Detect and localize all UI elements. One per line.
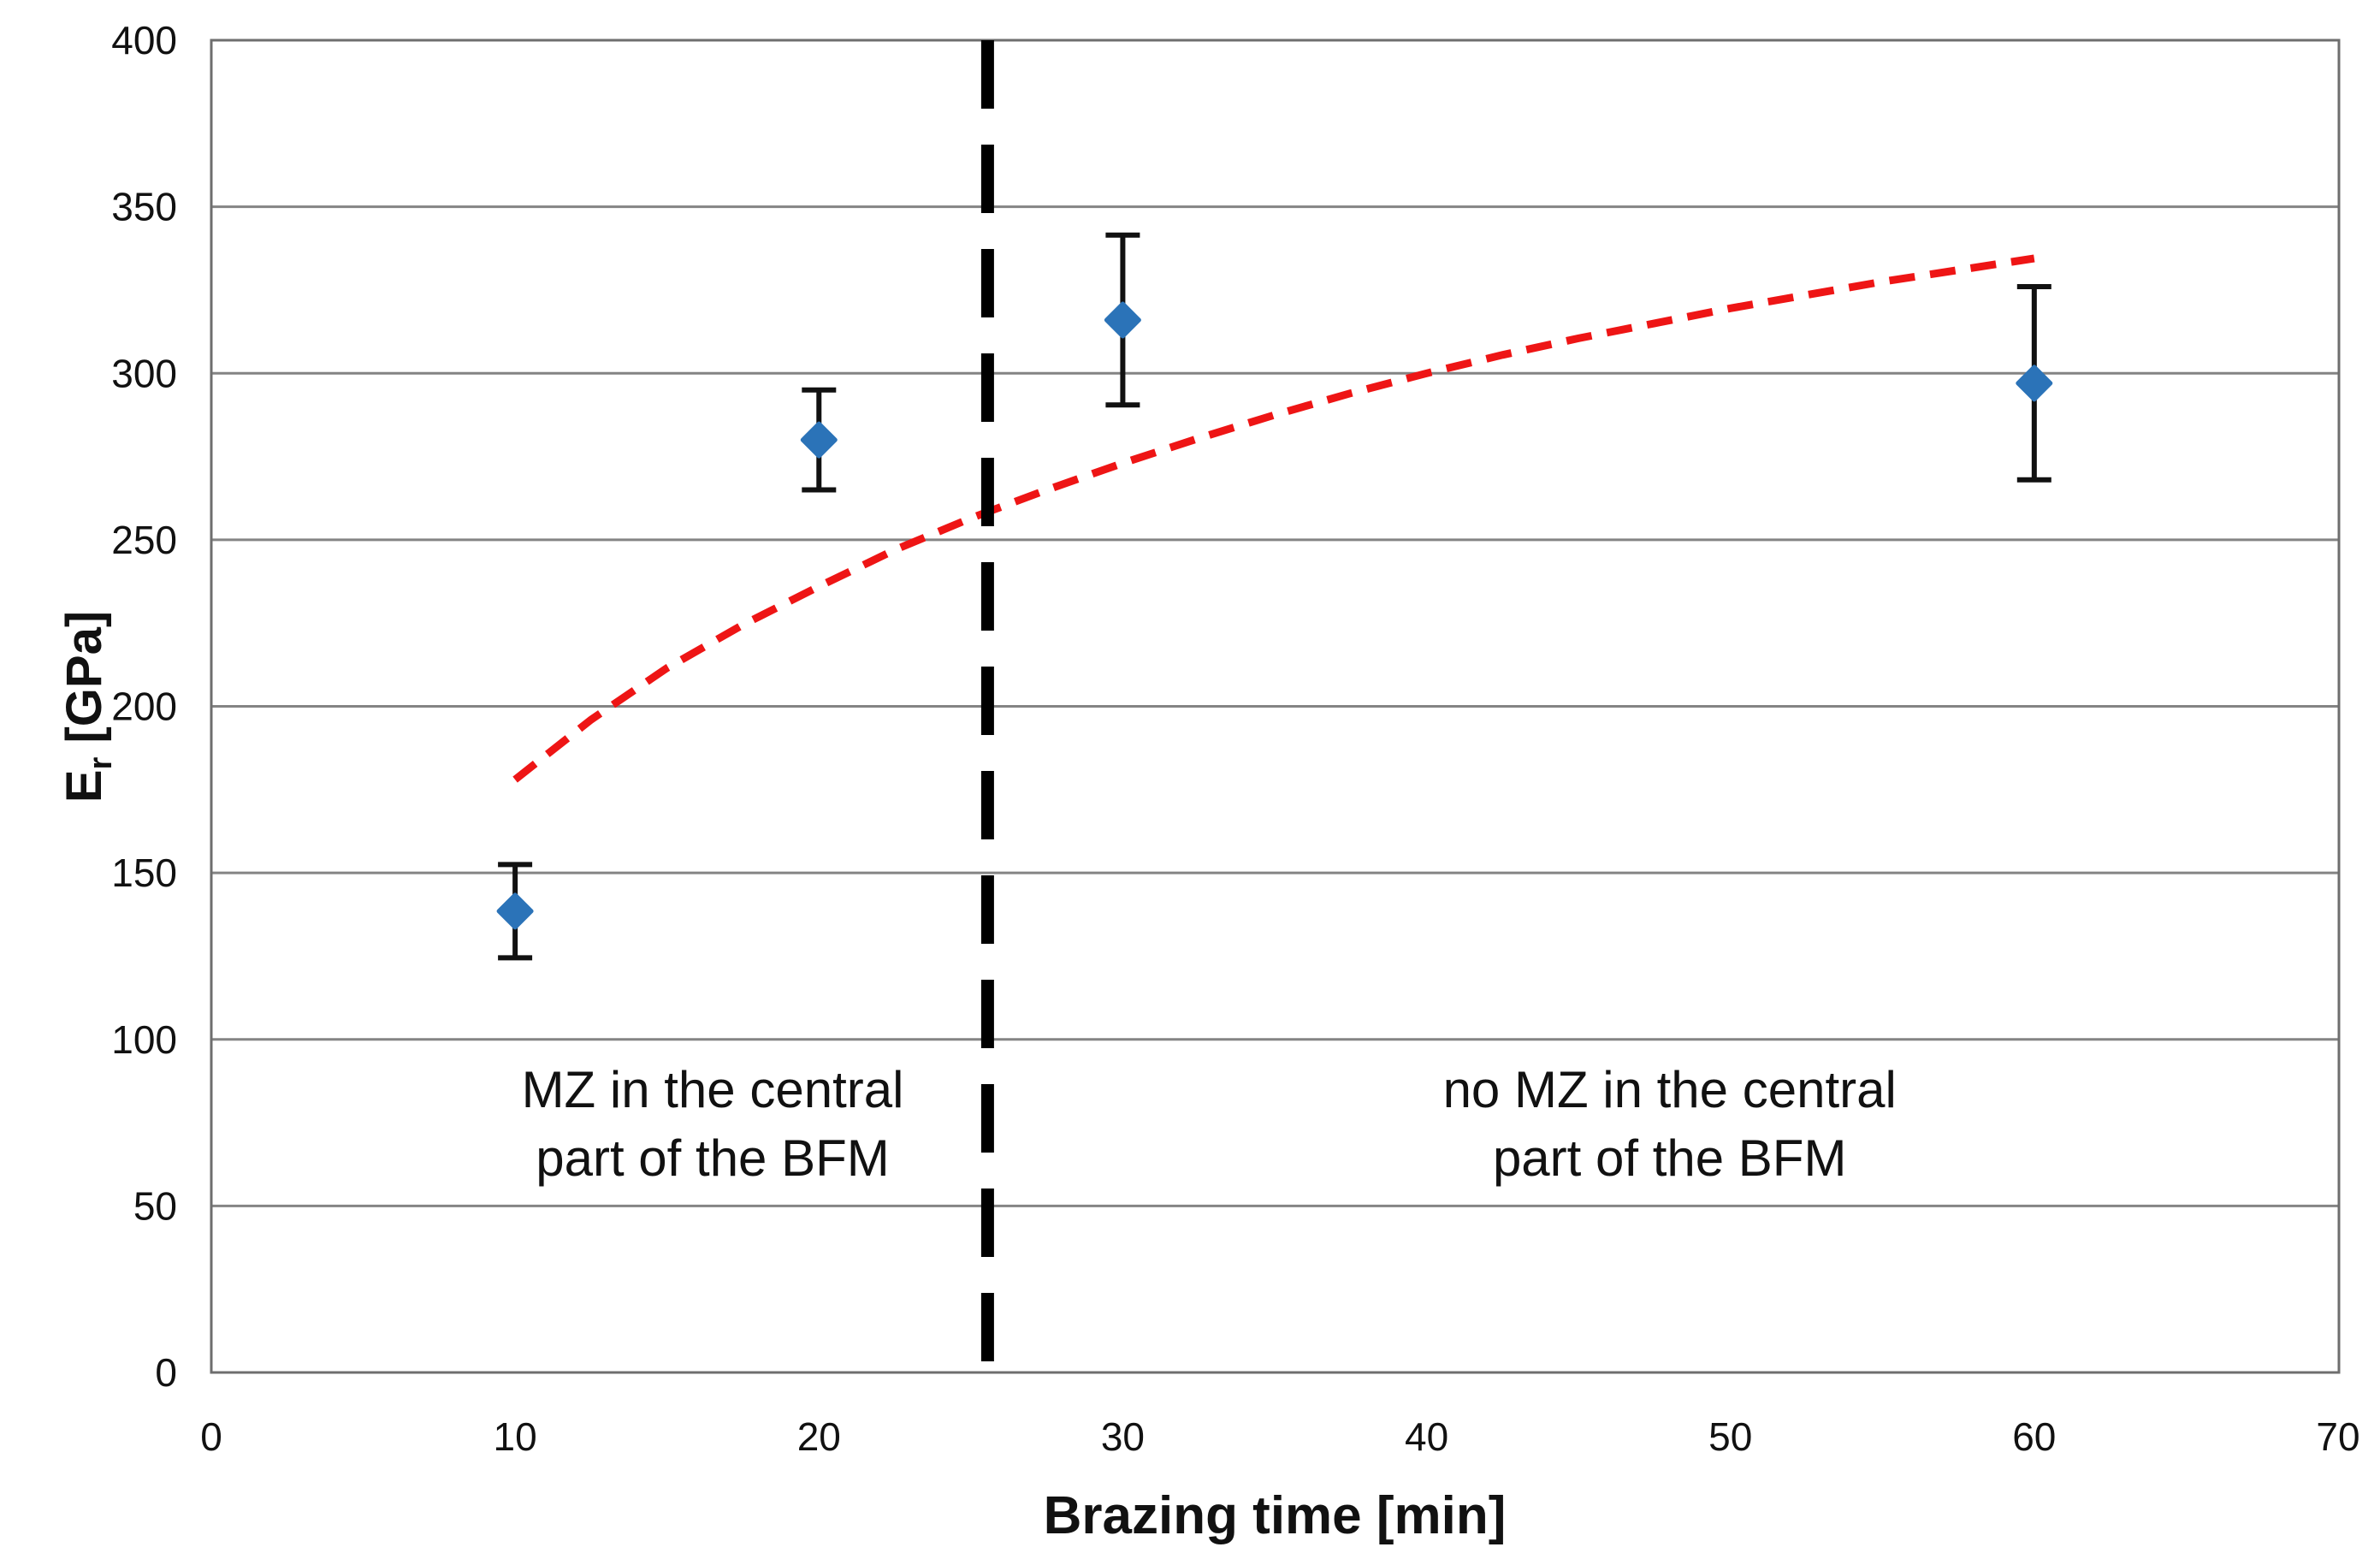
- trendline-path: [512, 254, 2035, 783]
- y-axis-title-unit: [GPa]: [56, 611, 112, 757]
- x-tick-label: 10: [494, 1414, 537, 1459]
- y-axis-tick-labels: 400 350 300 250 200 150 100 50 0: [111, 18, 177, 1395]
- data-point-marker: [1104, 301, 1141, 339]
- data-point-marker: [2016, 365, 2053, 402]
- y-tick-label: 350: [111, 185, 177, 229]
- y-tick-label: 50: [133, 1183, 177, 1228]
- y-axis-title-symbol: E: [56, 769, 112, 803]
- annotations-group: MZ in the central part of the BFM no MZ in…: [522, 1061, 1897, 1187]
- annotation-text: MZ in the central: [522, 1061, 904, 1118]
- trendline-group: [512, 254, 2035, 783]
- y-tick-label: 0: [155, 1350, 177, 1395]
- data-point-marker: [496, 892, 534, 930]
- data-point: [800, 387, 838, 493]
- x-axis-title: Brazing time [min]: [1044, 1486, 1507, 1545]
- x-tick-label: 50: [1708, 1414, 1752, 1459]
- x-tick-label: 20: [797, 1414, 841, 1459]
- x-tick-label: 30: [1101, 1414, 1145, 1459]
- x-tick-label: 0: [200, 1414, 222, 1459]
- x-axis-tick-labels: 0 10 20 30 40 50 60 70: [200, 1414, 2359, 1459]
- y-tick-label: 150: [111, 851, 177, 895]
- data-point: [2016, 284, 2053, 483]
- y-axis-title-subscript: r: [83, 756, 119, 769]
- y-tick-label: 200: [111, 685, 177, 729]
- data-series-group: [496, 232, 2053, 961]
- x-tick-label: 40: [1405, 1414, 1448, 1459]
- plot-area-border: [210, 39, 2341, 1374]
- gridlines-group: [211, 39, 2339, 1374]
- data-point-marker: [800, 421, 838, 459]
- annotation-text: part of the BFM: [536, 1129, 890, 1187]
- data-point: [496, 862, 534, 961]
- annotation-text: part of the BFM: [1493, 1129, 1847, 1187]
- y-axis-title: Er [GPa]: [56, 611, 119, 803]
- x-tick-label: 70: [2316, 1414, 2359, 1459]
- data-point: [1104, 232, 1141, 408]
- x-tick-label: 60: [2012, 1414, 2056, 1459]
- y-tick-label: 400: [111, 18, 177, 62]
- annotation-text: no MZ in the central: [1443, 1061, 1897, 1118]
- y-tick-label: 250: [111, 518, 177, 562]
- y-tick-label: 100: [111, 1017, 177, 1062]
- y-tick-label: 300: [111, 351, 177, 395]
